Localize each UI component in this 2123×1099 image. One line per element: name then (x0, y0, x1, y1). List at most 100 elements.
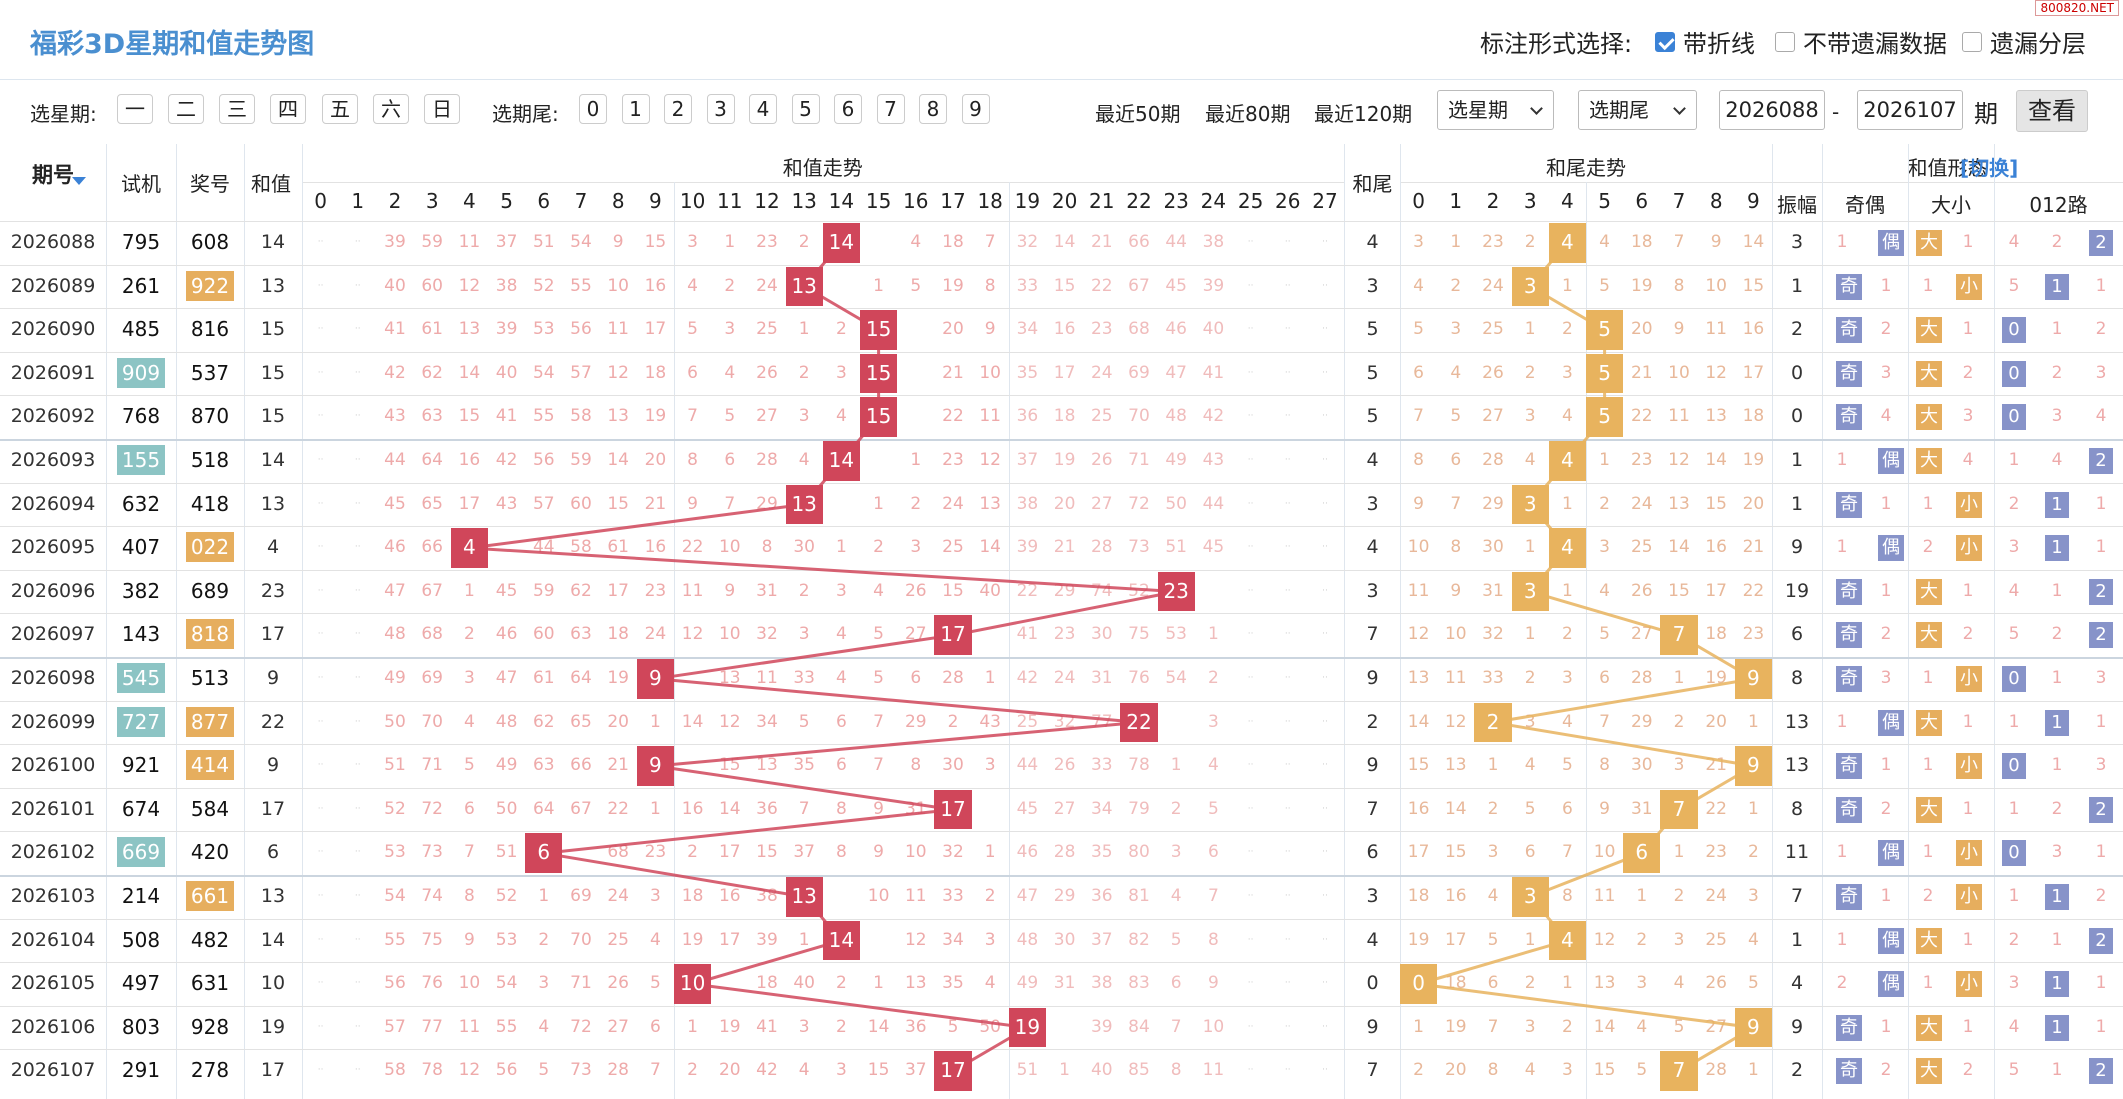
sum-miss-cell: 35 (1016, 362, 1039, 383)
tail-miss-cell: 8 (1599, 755, 1610, 776)
sum-miss-cell: 17 (1053, 362, 1076, 383)
sum-miss-cell: ·· (1322, 367, 1328, 378)
route-miss: 4 (2095, 406, 2107, 427)
range-end-input[interactable]: 2026107 (1857, 90, 1963, 130)
route-miss: 2 (2051, 798, 2063, 819)
sum-miss-cell: ·· (1247, 1065, 1254, 1076)
sum-miss-cell: 43 (979, 711, 1001, 732)
recent-120-link[interactable]: 最近120期 (1314, 102, 1413, 126)
recent-80-link[interactable]: 最近80期 (1205, 102, 1291, 126)
sum-miss-cell: 33 (793, 668, 815, 688)
tail-mark: 4 (1548, 441, 1586, 481)
tail-button[interactable]: 1 (621, 94, 650, 124)
option-no-miss-data[interactable]: 不带遗漏数据 (1775, 24, 1947, 59)
tail-button[interactable]: 3 (706, 94, 735, 124)
query-button[interactable]: 查看 (2016, 90, 2088, 132)
tail-button[interactable]: 8 (919, 94, 947, 124)
sum-miss-cell: 41 (384, 319, 406, 340)
route-mark: 0 (2002, 360, 2026, 387)
sum-miss-cell: ·· (317, 760, 324, 771)
sum-miss-cell: 34 (756, 711, 778, 732)
sum-miss-cell: 7 (687, 406, 698, 427)
sum-miss-cell: 32 (1016, 232, 1039, 252)
tail-button[interactable]: 9 (961, 94, 990, 124)
big-small-mark: 大 (1916, 360, 1942, 387)
sum-miss-cell: 57 (384, 1016, 406, 1037)
tail-button[interactable]: 2 (664, 94, 692, 124)
tail-button[interactable]: 6 (834, 94, 862, 124)
big-small-miss: 1 (1922, 755, 1934, 776)
route-mark: 1 (2045, 884, 2069, 910)
tail-button[interactable]: 4 (749, 94, 777, 124)
tail-button[interactable]: 5 (791, 94, 820, 124)
tail-miss-cell: 1 (1747, 798, 1759, 819)
tail-miss-cell: 5 (1747, 973, 1759, 994)
sum-miss-cell: 10 (904, 842, 927, 863)
sum-miss-cell: 24 (1090, 362, 1113, 383)
tail-miss-cell: 12 (1705, 362, 1727, 383)
sum-miss-cell: 7 (724, 493, 736, 514)
sum-miss-cell: ·· (354, 237, 361, 247)
tail-miss-cell: 6 (1524, 842, 1536, 863)
sum-miss-cell: 4 (538, 1016, 550, 1037)
odd-even-mark: 奇 (1836, 884, 1862, 910)
range-start-input[interactable]: 2026088 (1719, 90, 1825, 130)
switch-link[interactable]: [切换] (1960, 156, 2019, 180)
sum-miss-cell: 40 (1202, 319, 1225, 340)
tail-mark: 3 (1511, 571, 1549, 612)
sum-miss-cell: 2 (687, 1060, 698, 1081)
odd-even-miss: 2 (1836, 973, 1848, 994)
weekday-button[interactable]: 五 (322, 94, 358, 124)
sum-miss-cell: 14 (681, 711, 704, 732)
tail-miss-cell: 18 (1407, 886, 1430, 906)
tail-select[interactable]: 选期尾 (1578, 90, 1697, 130)
tail-miss-cell: 16 (1444, 886, 1467, 906)
sort-down-icon[interactable] (72, 177, 86, 185)
sum-miss-cell: 61 (532, 668, 555, 688)
sum-miss-cell: 2 (538, 929, 550, 950)
amplitude-cell: 0 (1790, 405, 1804, 428)
sum-miss-cell: 44 (1202, 493, 1225, 514)
sum-miss-cell: 80 (1128, 842, 1150, 863)
recent-50-link[interactable]: 最近50期 (1095, 102, 1181, 126)
tail-miss-cell: 27 (1482, 406, 1504, 427)
big-small-mark: 大 (1916, 622, 1942, 649)
sum-miss-cell: 35 (793, 755, 815, 776)
tail-button[interactable]: 7 (876, 94, 905, 124)
sum-miss-cell: ·· (1322, 455, 1328, 465)
weekday-button[interactable]: 四 (270, 94, 306, 124)
tail-miss-cell: 17 (1444, 929, 1467, 950)
sum-miss-cell: 51 (384, 755, 406, 776)
prize-cell: 689 (176, 570, 244, 614)
sum-miss-cell: 48 (495, 711, 518, 732)
tail-miss-cell: 32 (1482, 624, 1504, 645)
sum-miss-cell: 52 (495, 886, 518, 906)
trial-value: 803 (121, 1014, 161, 1039)
tail-miss-cell: 33 (1482, 668, 1504, 688)
checkbox-icon[interactable] (1962, 31, 1982, 52)
sum-miss-cell: 76 (1128, 668, 1150, 688)
sum-miss-cell: 7 (463, 842, 475, 863)
weekday-button[interactable]: 六 (373, 94, 409, 124)
sum-cell: 4 (266, 536, 280, 559)
sum-miss-cell: ·· (1284, 891, 1291, 901)
sum-miss-cell: ·· (317, 280, 324, 291)
option-with-line[interactable]: 带折线 (1655, 24, 1755, 59)
tail-miss-cell: 20 (1742, 493, 1765, 514)
route-miss: 3 (2095, 755, 2107, 776)
weekday-button[interactable]: 日 (424, 94, 460, 124)
sum-miss-cell: ·· (1247, 1021, 1254, 1032)
tail-button[interactable]: 0 (579, 94, 607, 124)
weekday-button[interactable]: 一 (117, 94, 153, 124)
weekday-button[interactable]: 二 (168, 94, 204, 124)
sum-miss-cell: 54 (384, 886, 406, 906)
tail-mark: 4 (1548, 223, 1586, 263)
period-cell: 2026088 (10, 231, 96, 253)
tail-cell: 3 (1366, 492, 1379, 515)
weekday-button[interactable]: 三 (219, 94, 255, 124)
tail-cell: 3 (1366, 579, 1379, 602)
option-miss-layer[interactable]: 遗漏分层 (1962, 24, 2086, 59)
checkbox-checked-icon[interactable] (1655, 31, 1675, 52)
weekday-select[interactable]: 选星期 (1437, 90, 1554, 130)
checkbox-icon[interactable] (1775, 31, 1795, 52)
